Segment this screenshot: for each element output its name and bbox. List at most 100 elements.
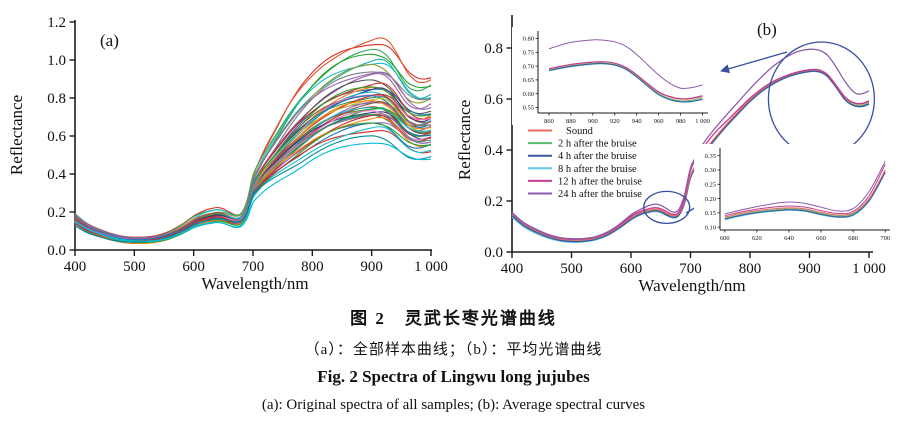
figure-captions: 图 2 灵武长枣光谱曲线 （a）：全部样本曲线；（b）：平均光谱曲线 Fig. … [0, 304, 907, 414]
spectrum-curve [74, 87, 432, 242]
legend-label: 8 h after the bruise [558, 164, 637, 175]
svg-text:920: 920 [610, 118, 620, 125]
svg-text:0.0: 0.0 [47, 243, 66, 259]
svg-text:900: 900 [588, 118, 598, 125]
svg-text:620: 620 [752, 235, 762, 242]
svg-text:0.70: 0.70 [523, 63, 534, 70]
svg-text:0.6: 0.6 [484, 92, 503, 108]
svg-text:0.80: 0.80 [523, 36, 534, 43]
svg-text:0.65: 0.65 [523, 77, 534, 84]
spectrum-curve [74, 142, 432, 242]
svg-text:1 000: 1 000 [414, 259, 448, 275]
svg-text:600: 600 [720, 235, 730, 242]
svg-text:1.0: 1.0 [47, 53, 66, 69]
svg-text:1.2: 1.2 [47, 15, 66, 31]
svg-text:0.4: 0.4 [47, 167, 66, 183]
chart-b-inset-red-edge-zoom: 600 620 640 660 680 700 0.10 0.15 0.20 0.25 0.30 0.… [694, 144, 896, 242]
svg-text:(b): (b) [757, 20, 777, 39]
spectrum-curve [74, 100, 432, 240]
spectrum-curve [74, 100, 432, 244]
spectrum-curve [74, 98, 432, 244]
chart-b-average-spectra: 400 500 600 700 800 900 1 000 0.0 0.2 0.4 0.6 0.8 Wa… [455, 15, 896, 295]
svg-text:0.6: 0.6 [47, 129, 66, 145]
spectrum-curve [74, 58, 432, 240]
svg-text:0.60: 0.60 [523, 91, 534, 98]
spectrum-curve [74, 79, 432, 243]
svg-text:1 000: 1 000 [852, 261, 886, 277]
svg-text:0.2: 0.2 [47, 205, 66, 221]
chart-b-series [511, 48, 870, 243]
svg-text:960: 960 [654, 118, 664, 125]
legend-label: 24 h after the bruise [558, 189, 642, 200]
svg-text:940: 940 [632, 118, 642, 125]
chart-b-axes: 400 500 600 700 800 900 1 000 0.0 0.2 0.4 0.6 0.8 Wa… [455, 15, 886, 295]
svg-text:500: 500 [560, 261, 583, 277]
svg-text:700: 700 [880, 235, 890, 242]
svg-text:800: 800 [301, 259, 324, 275]
avg-spectrum-2 [511, 70, 870, 243]
svg-text:0.15: 0.15 [705, 210, 716, 217]
svg-text:660: 660 [816, 235, 826, 242]
svg-text:700: 700 [242, 259, 265, 275]
spectrum-curve [74, 94, 432, 241]
spectrum-curve [74, 62, 432, 241]
chart-a-original-spectra: 400 500 600 700 800 900 1 000 0.0 0.2 0.4 0.6 0.8 1.… [7, 15, 448, 293]
svg-text:0.4: 0.4 [484, 143, 503, 159]
svg-text:0.25: 0.25 [705, 181, 716, 188]
svg-text:900: 900 [360, 259, 383, 275]
spectrum-curve [74, 48, 432, 240]
zoom-arrow-nir [720, 51, 788, 74]
svg-text:1 000: 1 000 [695, 118, 710, 125]
svg-text:980: 980 [676, 118, 686, 125]
svg-text:860: 860 [544, 118, 554, 125]
spectrum-curve [74, 126, 432, 243]
spectrum-curve [74, 86, 432, 243]
svg-text:640: 640 [784, 235, 794, 242]
svg-text:400: 400 [64, 259, 87, 275]
svg-text:500: 500 [123, 259, 146, 275]
spectrum-curve [74, 86, 432, 240]
svg-text:400: 400 [501, 261, 524, 277]
spectrum-curve [74, 37, 432, 241]
svg-text:880: 880 [566, 118, 576, 125]
spectrum-curve [74, 63, 432, 242]
chart-a-sample-curves [74, 37, 432, 244]
svg-text:0.2: 0.2 [484, 194, 503, 210]
svg-text:0.0: 0.0 [484, 245, 503, 261]
spectrum-curve [74, 53, 432, 240]
spectrum-curve [74, 96, 432, 243]
zoom-ellipse-red-edge-zoom [643, 190, 691, 225]
svg-text:900: 900 [798, 261, 821, 277]
svg-text:0.30: 0.30 [705, 167, 716, 174]
caption-zh-subtitle: （a）：全部样本曲线；（b）：平均光谱曲线 [304, 342, 603, 358]
legend-label: 2 h after the bruise [558, 139, 637, 150]
legend-label: Sound [566, 126, 594, 137]
svg-text:600: 600 [620, 261, 643, 277]
legend-label: 12 h after the bruise [558, 176, 642, 187]
caption-zh-title: 图 2 灵武长枣光谱曲线 [350, 309, 557, 328]
svg-text:0.8: 0.8 [47, 91, 66, 107]
svg-text:Reflectance: Reflectance [455, 100, 474, 180]
svg-text:0.8: 0.8 [484, 41, 503, 57]
svg-text:(a): (a) [100, 31, 119, 50]
svg-text:0.55: 0.55 [523, 105, 534, 112]
zoom-ellipse-nir-zoom [767, 41, 876, 157]
caption-en-title: Fig. 2 Spectra of Lingwu long jujubes [317, 367, 590, 386]
spectrum-curve [74, 122, 432, 241]
svg-text:0.10: 0.10 [705, 224, 716, 231]
svg-text:700: 700 [679, 261, 702, 277]
svg-text:Wavelength/nm: Wavelength/nm [201, 274, 308, 293]
charts-row: 400 500 600 700 800 900 1 000 0.0 0.2 0.4 0.6 0.8 1.… [7, 15, 896, 295]
avg-spectrum-5 [511, 48, 870, 240]
svg-text:0.75: 0.75 [523, 50, 534, 57]
svg-text:0.35: 0.35 [705, 153, 716, 160]
svg-text:Wavelength/nm: Wavelength/nm [638, 276, 745, 295]
chart-b-inset-nir-zoom: 860 880 900 920 940 960 980 1 000 0.55 0.60 0.65 0.… [512, 27, 714, 125]
svg-text:600: 600 [182, 259, 205, 275]
caption-en-subtitle: (a): Original spectra of all samples; (b… [261, 397, 646, 413]
svg-text:800: 800 [739, 261, 762, 277]
svg-text:Reflectance: Reflectance [7, 95, 26, 175]
legend-label: 4 h after the bruise [558, 151, 637, 162]
